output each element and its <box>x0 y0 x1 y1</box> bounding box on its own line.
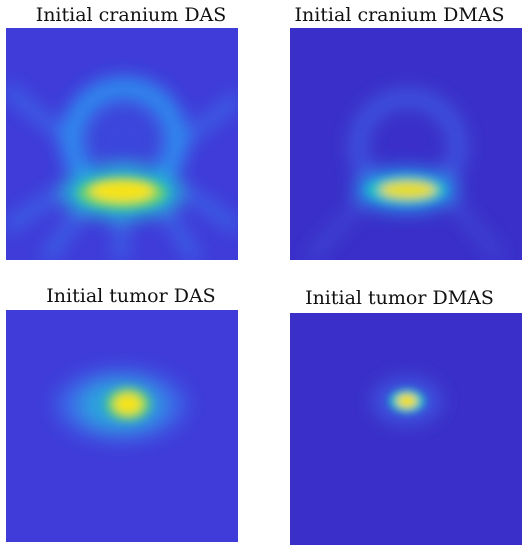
panel-title-cranium-das: Initial cranium DAS <box>35 4 227 26</box>
cranium-das-image <box>6 28 238 260</box>
panel-title-tumor-dmas: Initial tumor DMAS <box>305 287 494 309</box>
tumor-das-image <box>6 310 238 542</box>
panel-tumor-dmas: Initial tumor DMAS <box>270 275 529 550</box>
cranium-dmas-image <box>290 28 522 260</box>
panel-cranium-dmas: Initial cranium DMAS <box>270 0 529 270</box>
tumor-dmas-image <box>290 313 522 545</box>
panel-cranium-das: Initial cranium DAS <box>0 0 262 270</box>
panel-tumor-das: Initial tumor DAS <box>0 275 262 550</box>
panel-title-tumor-das: Initial tumor DAS <box>46 285 216 307</box>
panel-title-cranium-dmas: Initial cranium DMAS <box>294 4 505 26</box>
